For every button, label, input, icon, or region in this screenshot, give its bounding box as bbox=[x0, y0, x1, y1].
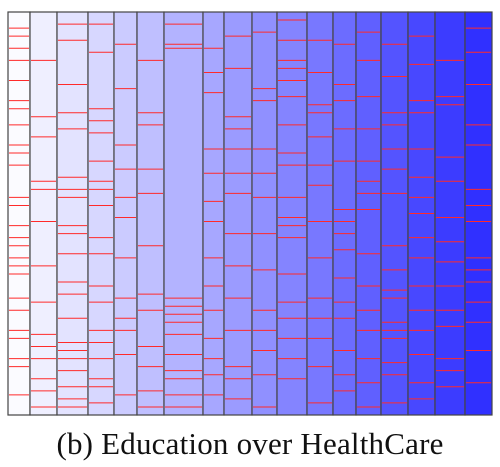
strip-9 bbox=[223, 11, 253, 416]
strip-1 bbox=[7, 11, 31, 416]
strip-fill bbox=[380, 11, 409, 416]
strip-fill bbox=[163, 11, 204, 416]
strip-fill bbox=[251, 11, 278, 416]
strip-fill bbox=[7, 11, 31, 416]
strip-7 bbox=[163, 11, 204, 416]
strip-14 bbox=[355, 11, 382, 416]
strip-fill bbox=[56, 11, 89, 416]
strip-fill bbox=[464, 11, 493, 416]
figure-caption: (b) Education over HealthCare bbox=[56, 426, 444, 461]
strip-12 bbox=[306, 11, 334, 416]
strip-17 bbox=[434, 11, 466, 416]
strip-18 bbox=[464, 11, 493, 416]
strip-5 bbox=[113, 11, 138, 416]
strip-fill bbox=[87, 11, 115, 416]
strip-2 bbox=[29, 11, 58, 416]
strip-fill bbox=[29, 11, 58, 416]
strip-fill bbox=[136, 11, 165, 416]
strip-6 bbox=[136, 11, 165, 416]
strip-4 bbox=[87, 11, 115, 416]
strip-fill bbox=[332, 11, 357, 416]
strip-13 bbox=[332, 11, 357, 416]
strip-10 bbox=[251, 11, 278, 416]
strip-fill bbox=[276, 11, 308, 416]
strip-fill bbox=[223, 11, 253, 416]
strip-8 bbox=[202, 11, 225, 416]
strip-16 bbox=[407, 11, 436, 416]
strip-15 bbox=[380, 11, 409, 416]
strip-11 bbox=[276, 11, 308, 416]
strip-fill bbox=[434, 11, 466, 416]
strip-3 bbox=[56, 11, 89, 416]
strip-diagram bbox=[7, 11, 493, 416]
strip-fill bbox=[355, 11, 382, 416]
